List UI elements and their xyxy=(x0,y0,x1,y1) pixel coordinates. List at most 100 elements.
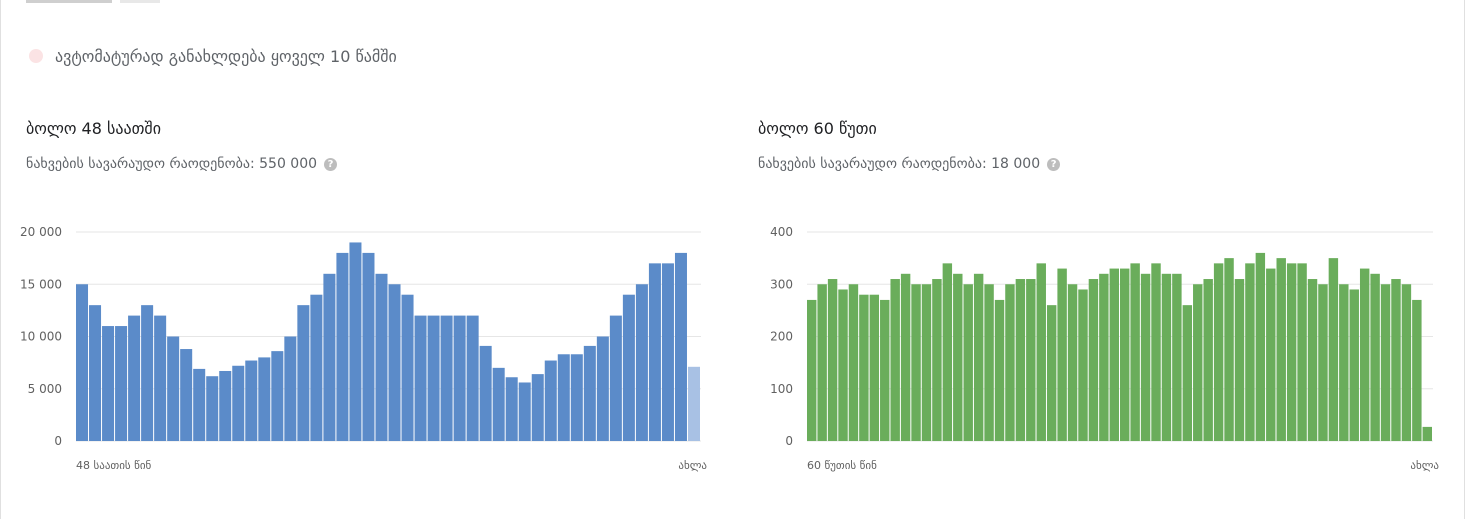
bar xyxy=(258,357,271,441)
bar xyxy=(1120,268,1130,441)
bar xyxy=(583,345,596,441)
bar xyxy=(1078,289,1088,441)
bar xyxy=(271,351,284,441)
bar-chart-60-minutes: 400 300 200 100 0 60 წუთის წინ ახლა xyxy=(770,225,1439,472)
bar xyxy=(1370,273,1380,441)
bar xyxy=(1328,258,1339,441)
bar xyxy=(953,273,963,441)
bar xyxy=(1046,305,1057,441)
bar xyxy=(284,336,297,441)
bar xyxy=(115,326,128,441)
bar xyxy=(827,279,838,441)
bar xyxy=(994,299,1005,441)
x-axis-end-label: ახლა xyxy=(1410,459,1439,472)
bar xyxy=(245,360,258,441)
bar xyxy=(921,284,932,441)
bar xyxy=(492,367,505,441)
bar xyxy=(1203,279,1213,441)
bar xyxy=(817,284,827,441)
bar xyxy=(1026,279,1036,441)
bar xyxy=(596,336,609,441)
bar xyxy=(1359,268,1370,441)
y-tick-label: 400 xyxy=(770,225,793,239)
bar xyxy=(128,315,141,441)
bar xyxy=(1234,279,1245,441)
bar xyxy=(1224,258,1234,441)
bar xyxy=(1266,268,1276,441)
bar xyxy=(984,284,994,441)
status-dot-icon xyxy=(29,49,43,63)
help-icon[interactable]: ? xyxy=(324,157,338,171)
bar xyxy=(1161,273,1172,441)
y-tick-label: 0 xyxy=(54,434,62,448)
top-tab-fragment[interactable] xyxy=(26,0,112,3)
bar xyxy=(973,273,984,441)
bar xyxy=(648,263,661,441)
bar xyxy=(1422,426,1432,441)
y-tick-label: 100 xyxy=(770,382,793,396)
bar xyxy=(848,284,859,441)
bar xyxy=(154,315,167,441)
bar xyxy=(102,326,115,441)
panel-subtitle: ნახვების სავარაუდო რაოდენობა: 550 000 ? xyxy=(26,156,338,172)
y-tick-label: 5 000 xyxy=(28,382,62,396)
bar xyxy=(323,273,336,441)
bar xyxy=(1088,279,1099,441)
bar xyxy=(141,305,154,441)
auto-refresh-status: ავტომატურად განახლდება ყოველ 10 წამში xyxy=(29,44,397,68)
page-border-left xyxy=(0,0,1,519)
x-axis-start-label: 48 საათის წინ xyxy=(76,459,152,472)
bar xyxy=(880,299,890,441)
bar xyxy=(570,354,583,441)
bar xyxy=(1057,268,1067,441)
bar xyxy=(661,263,674,441)
bar xyxy=(890,279,900,441)
bar xyxy=(674,252,687,441)
bar xyxy=(1182,305,1193,441)
bar xyxy=(401,294,414,441)
bar xyxy=(206,376,219,441)
bar xyxy=(900,273,911,441)
top-tab-fragment-secondary[interactable] xyxy=(120,0,160,3)
bar xyxy=(557,354,570,441)
bar xyxy=(859,294,869,441)
bar xyxy=(1286,263,1297,441)
y-tick-label: 15 000 xyxy=(20,277,62,291)
bar xyxy=(427,315,440,441)
bar xyxy=(911,284,921,441)
bar xyxy=(89,305,102,441)
bar xyxy=(1380,284,1391,441)
panel-title: ბოლო 48 საათში xyxy=(26,119,161,138)
panel-title: ბოლო 60 წუთი xyxy=(758,119,877,138)
bar xyxy=(1099,273,1109,441)
y-tick-label: 300 xyxy=(770,277,793,291)
y-tick-label: 200 xyxy=(770,330,793,344)
bar xyxy=(1297,263,1307,441)
bar xyxy=(518,382,531,441)
bar xyxy=(297,305,310,441)
help-icon[interactable]: ? xyxy=(1047,157,1061,171)
bar xyxy=(180,349,193,441)
bar xyxy=(1318,284,1328,441)
y-tick-label: 10 000 xyxy=(20,330,62,344)
bar xyxy=(531,374,544,441)
bar xyxy=(349,242,362,441)
y-tick-label: 20 000 xyxy=(20,225,62,239)
bar xyxy=(1109,268,1119,441)
bar xyxy=(440,315,453,441)
bar xyxy=(1349,289,1359,441)
bar xyxy=(1140,273,1151,441)
bar xyxy=(1130,263,1140,441)
bar xyxy=(453,315,466,441)
bar xyxy=(336,252,349,441)
estimated-views-label: ნახვების სავარაუდო რაოდენობა: 18 000 xyxy=(758,156,1041,172)
bar xyxy=(869,294,880,441)
x-axis-start-label: 60 წუთის წინ xyxy=(807,459,877,472)
bar xyxy=(479,345,492,441)
bar xyxy=(1036,263,1046,441)
estimated-views-label: ნახვების სავარაუდო რაოდენობა: 550 000 xyxy=(26,156,318,172)
auto-refresh-label: ავტომატურად განახლდება ყოველ 10 წამში xyxy=(55,46,397,66)
bar xyxy=(963,284,973,441)
bar xyxy=(622,294,635,441)
bar xyxy=(609,315,622,441)
